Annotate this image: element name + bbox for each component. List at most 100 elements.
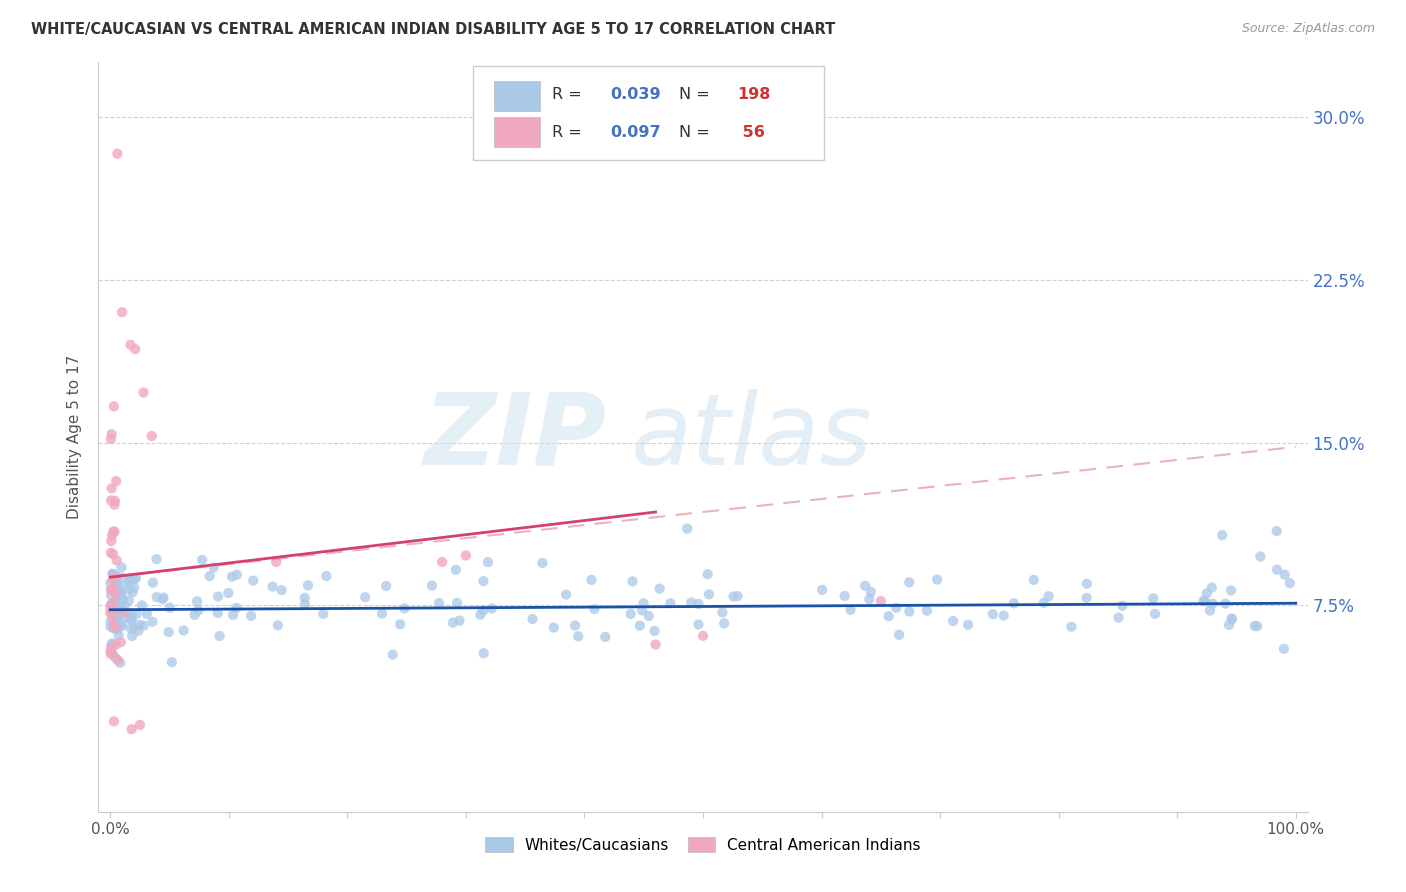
Point [101, 566, 124, 581]
Point [111, 571, 134, 585]
Point [100, 432, 122, 446]
Point [105, 474, 128, 488]
Point [1002, 596, 1025, 610]
Point [1076, 591, 1098, 605]
Point [697, 587, 720, 601]
Point [141, 615, 163, 629]
Point [101, 606, 124, 620]
Point [101, 610, 124, 624]
Point [1215, 597, 1237, 611]
Point [118, 582, 141, 597]
Point [186, 594, 208, 608]
Point [125, 571, 148, 585]
Point [105, 622, 128, 636]
Point [981, 607, 1004, 622]
Point [567, 629, 589, 643]
Point [915, 604, 938, 618]
Point [1274, 567, 1296, 582]
Point [111, 593, 134, 607]
Point [1060, 620, 1083, 634]
Point [472, 574, 495, 588]
Point [1218, 618, 1240, 632]
Point [135, 607, 157, 621]
Point [112, 599, 135, 613]
Point [120, 612, 142, 626]
Point [1199, 603, 1222, 617]
Point [811, 582, 834, 597]
Point [110, 603, 132, 617]
Point [107, 611, 129, 625]
Point [1265, 524, 1288, 538]
Point [898, 575, 921, 590]
Point [267, 618, 290, 632]
Point [104, 601, 127, 615]
Point [118, 593, 141, 607]
Point [114, 579, 136, 593]
Point [118, 574, 141, 589]
Text: 0.097: 0.097 [610, 126, 661, 140]
Point [727, 589, 749, 603]
Point [141, 429, 163, 443]
Point [522, 612, 544, 626]
Point [354, 590, 377, 604]
Point [100, 534, 122, 549]
Point [221, 569, 243, 583]
Point [120, 612, 142, 626]
Point [581, 573, 603, 587]
Point [648, 582, 671, 596]
Point [101, 574, 124, 588]
Point [371, 607, 394, 621]
Point [1211, 528, 1233, 542]
Point [103, 570, 125, 584]
Point [1195, 586, 1218, 600]
FancyBboxPatch shape [474, 66, 824, 160]
Point [117, 611, 139, 625]
Text: 0.039: 0.039 [610, 87, 661, 103]
Point [121, 629, 143, 643]
Point [152, 591, 174, 605]
Point [1201, 581, 1223, 595]
Point [375, 579, 398, 593]
Point [121, 609, 143, 624]
Point [643, 624, 665, 638]
Point [160, 655, 183, 669]
Point [114, 605, 136, 619]
Point [723, 590, 745, 604]
Point [1220, 583, 1243, 598]
Point [681, 595, 703, 609]
Point [1278, 576, 1301, 591]
Point [1076, 576, 1098, 591]
Point [1246, 619, 1268, 633]
Point [432, 555, 454, 569]
Point [104, 606, 127, 620]
Point [389, 617, 412, 632]
Point [105, 596, 128, 610]
Point [103, 622, 125, 636]
Point [644, 638, 666, 652]
Point [145, 590, 167, 604]
Point [105, 578, 128, 592]
Point [631, 603, 654, 617]
Point [183, 607, 205, 622]
Point [110, 589, 132, 603]
Point [217, 586, 239, 600]
Point [100, 647, 122, 661]
Point [637, 609, 659, 624]
Point [1022, 573, 1045, 587]
Point [103, 567, 125, 582]
Point [208, 629, 231, 643]
Text: WHITE/CAUCASIAN VS CENTRAL AMERICAN INDIAN DISABILITY AGE 5 TO 17 CORRELATION CH: WHITE/CAUCASIAN VS CENTRAL AMERICAN INDI… [31, 22, 835, 37]
Point [621, 574, 644, 589]
Point [692, 629, 714, 643]
Point [110, 560, 132, 574]
Point [101, 567, 124, 582]
Point [124, 342, 146, 356]
Point [713, 616, 735, 631]
Point [100, 588, 122, 602]
Point [394, 601, 416, 615]
Point [101, 636, 124, 650]
Point [543, 621, 565, 635]
Text: atlas: atlas [630, 389, 872, 485]
Point [711, 606, 734, 620]
Point [564, 618, 586, 632]
